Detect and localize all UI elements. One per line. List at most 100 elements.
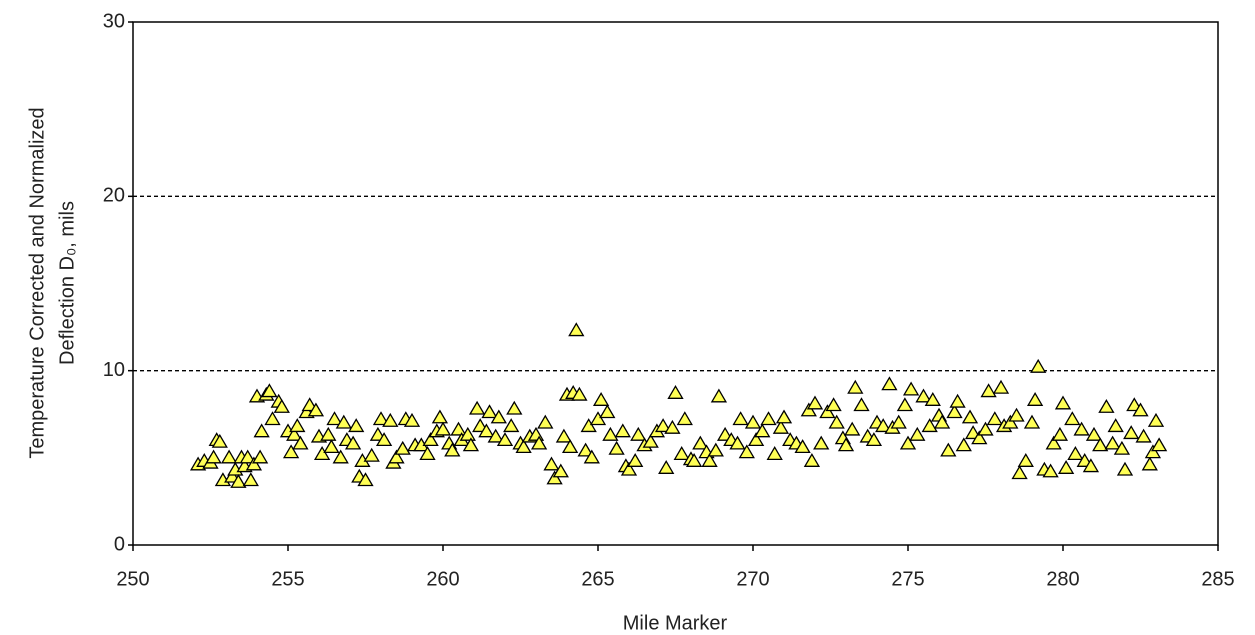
data-point (707, 442, 724, 457)
data-point (1107, 418, 1124, 433)
data-point (630, 426, 647, 441)
data-point (921, 418, 938, 433)
data-point (1011, 465, 1028, 480)
data-point (289, 418, 306, 433)
data-point (561, 439, 579, 454)
data-point (253, 423, 270, 438)
data-point (462, 437, 480, 452)
data-point (599, 404, 616, 419)
data-point (1113, 440, 1131, 455)
data-point (685, 453, 703, 467)
data-point (1135, 428, 1152, 443)
data-point (1073, 421, 1090, 436)
data-point (459, 426, 476, 441)
data-point (729, 435, 746, 450)
x-axis-label: Mile Marker (623, 612, 728, 634)
data-point (211, 433, 228, 448)
data-point (323, 439, 340, 454)
data-point (955, 437, 972, 452)
data-point (273, 398, 290, 413)
data-point (571, 386, 588, 401)
x-tick-label: 285 (1201, 568, 1234, 590)
data-point (949, 393, 966, 408)
x-tick-label: 255 (271, 568, 304, 590)
data-point (577, 442, 594, 457)
data-point (552, 463, 569, 478)
data-point (909, 426, 926, 441)
data-point (1123, 425, 1140, 440)
data-point (344, 435, 362, 450)
data-point (806, 395, 824, 410)
data-point (546, 470, 563, 485)
data-point (403, 412, 421, 427)
data-point (332, 449, 349, 464)
data-point (239, 449, 256, 464)
data-point (580, 418, 597, 433)
data-point (1026, 392, 1044, 406)
y-tick-label: 10 (103, 359, 125, 381)
data-point (1085, 426, 1103, 441)
data-point (676, 411, 693, 426)
data-point (819, 404, 836, 419)
data-point (555, 428, 573, 443)
data-point (264, 411, 281, 426)
data-point (980, 383, 997, 398)
data-point (667, 385, 684, 399)
data-point (794, 439, 811, 454)
data-point (933, 414, 951, 429)
data-point (614, 423, 631, 438)
data-point (924, 392, 941, 406)
data-point (1150, 437, 1168, 452)
data-point (881, 376, 898, 391)
data-point (307, 402, 325, 417)
data-point (813, 435, 830, 450)
data-point (313, 446, 331, 460)
data-point (902, 381, 920, 396)
data-point (865, 432, 883, 447)
data-point (744, 414, 762, 429)
data-point (946, 404, 963, 419)
data-point (1141, 456, 1158, 471)
data-point (431, 409, 449, 424)
data-point (568, 322, 585, 337)
x-tick-label: 250 (116, 568, 149, 590)
data-point (1054, 395, 1072, 410)
data-point (468, 400, 486, 415)
data-point (592, 392, 610, 406)
data-point (348, 418, 365, 433)
data-point (506, 400, 523, 415)
data-point (803, 453, 821, 467)
data-point (1116, 461, 1134, 476)
data-point (422, 432, 439, 447)
data-point (760, 411, 777, 426)
plot-frame (132, 21, 1219, 546)
data-point (620, 461, 638, 476)
data-point (992, 379, 1010, 394)
data-point (589, 411, 607, 426)
data-point (1008, 407, 1025, 422)
data-point (899, 435, 917, 450)
data-point (642, 433, 659, 448)
data-point (1023, 414, 1041, 429)
data-point (1092, 437, 1109, 452)
y-axis-label: Temperature Corrected and Normalized (26, 107, 48, 458)
data-point (543, 456, 560, 471)
data-point (747, 432, 765, 447)
data-point (775, 409, 793, 424)
y-axis-label: Deflection D₀, mils (56, 201, 78, 365)
data-point (853, 397, 870, 412)
data-point (537, 414, 554, 429)
data-point (230, 473, 247, 488)
data-point (530, 435, 548, 450)
data-point (710, 388, 728, 403)
data-point (251, 449, 269, 464)
data-point (1082, 458, 1100, 473)
data-point (382, 412, 399, 427)
data-point (772, 419, 790, 434)
data-point (1147, 412, 1165, 427)
data-point (701, 453, 718, 467)
x-tick-label: 270 (736, 568, 769, 590)
data-point (1002, 414, 1019, 429)
data-point (286, 426, 303, 441)
